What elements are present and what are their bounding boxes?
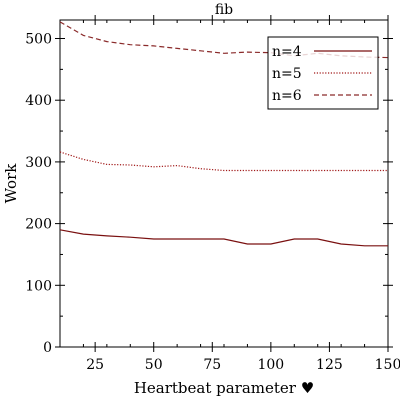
- legend-label: n=4: [272, 44, 302, 60]
- x-axis-label: Heartbeat parameter ♥: [134, 379, 314, 397]
- series-line-n-5: [59, 151, 388, 172]
- series-line-n-4: [59, 229, 388, 247]
- y-tick-label: 100: [25, 278, 52, 294]
- x-tick-label: 100: [257, 357, 284, 373]
- y-tick-label: 200: [25, 217, 52, 233]
- series-line-n-6: [59, 21, 389, 59]
- x-tick-label: 125: [316, 357, 343, 373]
- y-tick-label: 0: [43, 340, 52, 356]
- legend-label: n=5: [272, 66, 302, 82]
- y-tick-label: 400: [25, 93, 52, 109]
- x-tick-label: 75: [203, 357, 221, 373]
- x-tick-label: 150: [375, 357, 400, 373]
- y-axis-label: Work: [2, 163, 20, 204]
- x-tick-label: 50: [145, 357, 163, 373]
- y-tick-label: 500: [25, 32, 52, 48]
- x-tick-label: 25: [86, 357, 104, 373]
- legend-label: n=6: [272, 88, 302, 104]
- y-tick-label: 300: [25, 155, 52, 171]
- chart-title: fib: [215, 2, 233, 18]
